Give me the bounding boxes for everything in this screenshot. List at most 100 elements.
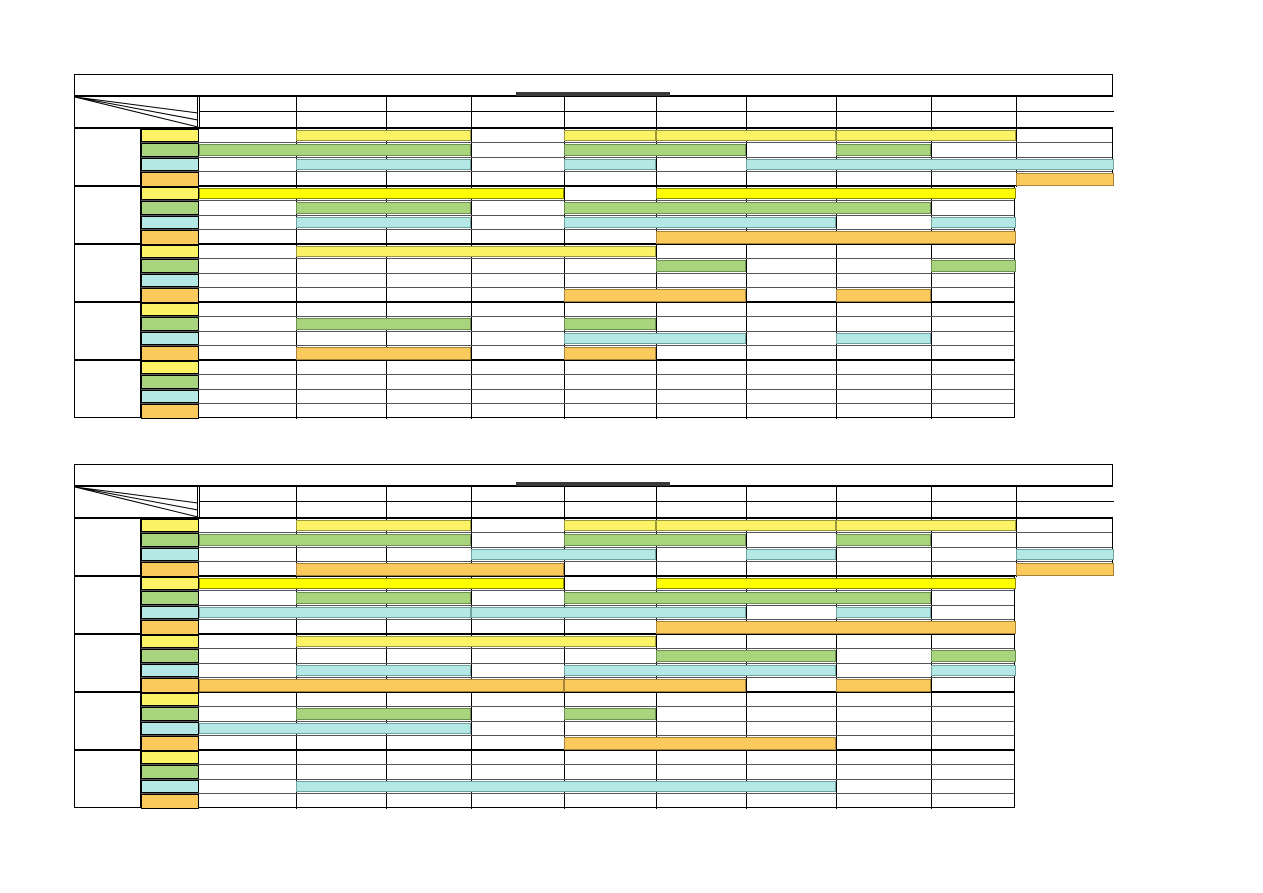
schedule-bar-cyan-2[interactable] [471, 606, 746, 619]
schedule-bar-orange-1[interactable] [656, 231, 1016, 244]
schedule-bar-cyan-3[interactable] [836, 606, 931, 619]
schedule-bar-orange-1[interactable] [564, 289, 746, 302]
column-header-8[interactable] [836, 487, 931, 517]
schedule-bar-green-1[interactable] [199, 534, 471, 546]
schedule-bar-green-1[interactable] [296, 592, 471, 604]
schedule-bar-cyan-1[interactable] [296, 664, 471, 677]
column-header-6[interactable] [656, 97, 746, 127]
schedule-bar-brightyellow-2[interactable] [656, 578, 1016, 590]
schedule-bar-green-1[interactable] [296, 202, 471, 214]
column-header-1[interactable] [199, 487, 296, 517]
schedule-bar-green-2[interactable] [564, 592, 931, 604]
schedule-bar-green-1[interactable] [296, 708, 471, 720]
column-divider [836, 215, 837, 230]
column-divider [746, 635, 747, 649]
schedule-bar-green-1[interactable] [656, 260, 746, 272]
column-header-5[interactable] [564, 487, 656, 517]
schedule-bar-orange-1[interactable] [296, 563, 564, 576]
row-color-swatch-yellow [141, 303, 199, 317]
schedule-bar-cyan-1[interactable] [296, 216, 471, 229]
schedule-bar-green-2[interactable] [564, 708, 656, 720]
schedule-bar-cyan-1[interactable] [296, 158, 471, 171]
schedule-bar-cyan-3[interactable] [931, 216, 1016, 229]
schedule-bar-brightyellow-1[interactable] [199, 578, 564, 590]
schedule-row [141, 404, 1014, 419]
schedule-bar-orange-1[interactable] [1016, 173, 1114, 186]
schedule-bar-yellow-4[interactable] [836, 130, 1016, 142]
column-header-9[interactable] [931, 97, 1016, 127]
schedule-bar-green-2[interactable] [931, 650, 1016, 662]
column-header-4[interactable] [471, 97, 564, 127]
column-subheader-label-7 [747, 502, 836, 517]
schedule-bar-orange-1[interactable] [296, 347, 471, 360]
schedule-bar-cyan-1[interactable] [199, 606, 471, 619]
schedule-bar-orange-2[interactable] [836, 289, 931, 302]
schedule-bar-cyan-2[interactable] [746, 548, 836, 561]
schedule-bar-yellow-3[interactable] [656, 520, 836, 532]
column-header-3[interactable] [386, 97, 471, 127]
schedule-bar-yellow-1[interactable] [296, 636, 656, 648]
column-header-1[interactable] [199, 97, 296, 127]
schedule-bar-orange-2[interactable] [564, 347, 656, 360]
schedule-bar-brightyellow-1[interactable] [199, 188, 564, 200]
schedule-bar-green-2[interactable] [564, 318, 656, 330]
column-divider [836, 273, 837, 288]
schedule-bar-green-2[interactable] [564, 534, 746, 546]
schedule-bar-cyan-1[interactable] [199, 722, 471, 735]
schedule-bar-brightyellow-2[interactable] [656, 188, 1016, 200]
column-header-label-3 [387, 487, 471, 502]
schedule-bar-cyan-2[interactable] [836, 332, 931, 345]
schedule-bar-green-1[interactable] [656, 650, 836, 662]
column-header-10[interactable] [1016, 487, 1114, 517]
schedule-bar-cyan-2[interactable] [564, 158, 656, 171]
column-header-6[interactable] [656, 487, 746, 517]
schedule-bar-cyan-3[interactable] [931, 664, 1016, 677]
schedule-row [141, 303, 1014, 318]
schedule-bar-cyan-1[interactable] [296, 780, 836, 793]
row-track [199, 143, 1112, 157]
column-divider [656, 547, 657, 562]
column-header-8[interactable] [836, 97, 931, 127]
schedule-bar-orange-2[interactable] [1016, 563, 1114, 576]
schedule-bar-green-2[interactable] [564, 202, 931, 214]
schedule-bar-yellow-3[interactable] [656, 130, 836, 142]
column-divider [564, 273, 565, 288]
column-divider [931, 779, 932, 794]
schedule-bar-orange-3[interactable] [836, 679, 931, 692]
schedule-bar-cyan-1[interactable] [471, 548, 656, 561]
schedule-bar-green-2[interactable] [564, 144, 746, 156]
schedule-row [141, 620, 1016, 635]
schedule-bar-green-1[interactable] [199, 144, 471, 156]
column-header-9[interactable] [931, 487, 1016, 517]
schedule-bar-yellow-1[interactable] [296, 246, 656, 258]
schedule-bar-yellow-4[interactable] [836, 520, 1016, 532]
schedule-bar-green-1[interactable] [296, 318, 471, 330]
schedule-bar-orange-1[interactable] [564, 737, 836, 750]
schedule-bar-yellow-1[interactable] [296, 520, 471, 532]
column-header-10[interactable] [1016, 97, 1114, 127]
column-header-4[interactable] [471, 487, 564, 517]
schedule-bar-green-2[interactable] [931, 260, 1016, 272]
schedule-bar-cyan-1[interactable] [564, 332, 746, 345]
schedule-bar-cyan-2[interactable] [564, 664, 836, 677]
schedule-bar-green-3[interactable] [836, 144, 931, 156]
schedule-bar-cyan-2[interactable] [564, 216, 836, 229]
column-divider [656, 361, 657, 375]
column-header-7[interactable] [746, 97, 836, 127]
schedule-bar-cyan-3[interactable] [1016, 548, 1114, 561]
schedule-bar-orange-1[interactable] [199, 679, 564, 692]
column-header-2[interactable] [296, 97, 386, 127]
column-header-3[interactable] [386, 487, 471, 517]
column-header-7[interactable] [746, 487, 836, 517]
schedule-bar-yellow-2[interactable] [564, 130, 656, 142]
schedule-bar-orange-2[interactable] [564, 679, 746, 692]
column-divider [471, 389, 472, 404]
schedule-bar-cyan-3[interactable] [746, 158, 1114, 171]
schedule-bar-yellow-1[interactable] [296, 130, 471, 142]
column-header-5[interactable] [564, 97, 656, 127]
schedule-bar-orange-1[interactable] [656, 621, 1016, 634]
column-header-2[interactable] [296, 487, 386, 517]
row-color-swatch-orange [141, 736, 199, 751]
schedule-bar-green-3[interactable] [836, 534, 931, 546]
schedule-bar-yellow-2[interactable] [564, 520, 656, 532]
